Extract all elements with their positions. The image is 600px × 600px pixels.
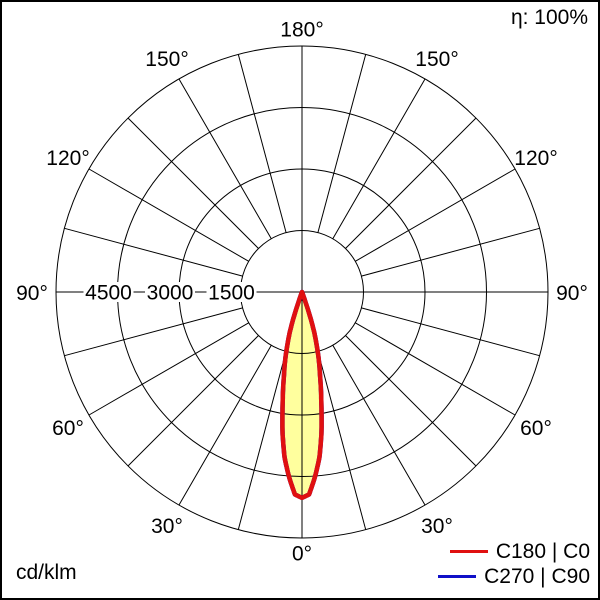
grid-spoke: [237, 351, 287, 530]
angle-label-left: 150°: [145, 48, 188, 71]
grid-spoke: [88, 322, 249, 416]
legend-line-blue-icon: [438, 575, 477, 578]
angle-label-left: 120°: [46, 147, 89, 170]
grid-spoke: [178, 345, 272, 506]
grid-spoke: [178, 78, 272, 239]
legend-label-c180-c0: C180 | C0: [495, 540, 590, 563]
grid-spoke: [127, 335, 259, 467]
angle-label-left: 30°: [151, 515, 183, 538]
angle-label-right: 150°: [415, 48, 458, 71]
grid-spoke: [332, 78, 426, 239]
angle-label-right: 120°: [514, 147, 557, 170]
grid-spoke: [88, 168, 249, 262]
ring-value-labels: 4500 3000 1500: [83, 282, 257, 305]
angle-label-left: 60°: [52, 417, 84, 440]
ring-label-bg: [83, 282, 134, 302]
grid-spoke: [355, 168, 516, 262]
grid-spoke: [127, 117, 259, 249]
ring-value-label: 1500: [208, 282, 255, 305]
grid-spoke: [345, 117, 477, 249]
ring-value-label: 4500: [85, 282, 132, 305]
ring-label-bg: [145, 282, 195, 302]
efficiency-label: η: 100%: [510, 6, 588, 29]
legend-line-red-icon: [449, 550, 488, 553]
ring-value-label: 3000: [147, 282, 194, 305]
angle-label-right: 60°: [520, 417, 552, 440]
legend-label-c270-c90: C270 | C90: [484, 565, 590, 588]
polar-grid: [55, 45, 549, 539]
grid-spoke: [361, 227, 540, 277]
ring-label-bg: [206, 282, 257, 302]
angle-label-right: 90°: [556, 282, 588, 305]
angle-label-right: 30°: [421, 515, 453, 538]
curve-c180-c0: [280, 289, 324, 501]
legend-item-c180-c0: C180 | C0: [449, 539, 590, 564]
legend-item-c270-c90: C270 | C90: [438, 564, 590, 589]
grid-spoke: [64, 307, 243, 357]
grid-spoke: [332, 345, 426, 506]
angle-label-left: 90°: [16, 282, 48, 305]
grid-spoke: [237, 54, 287, 233]
grid-spoke: [317, 54, 367, 233]
grid-spoke: [355, 322, 516, 416]
grid-spoke: [317, 351, 367, 530]
grid-spoke: [345, 335, 477, 467]
unit-label: cd/klm: [16, 561, 77, 584]
grid-spoke: [361, 307, 540, 357]
grid-spoke: [64, 227, 243, 277]
angle-label-180: 180°: [280, 19, 323, 42]
angle-labels: 0° 30° 30° 60° 60° 90° 90° 120° 120° 150° 150° 180°: [16, 19, 588, 566]
angle-label-0: 0°: [292, 543, 312, 566]
legend: C180 | C0 C270 | C90: [438, 539, 590, 589]
